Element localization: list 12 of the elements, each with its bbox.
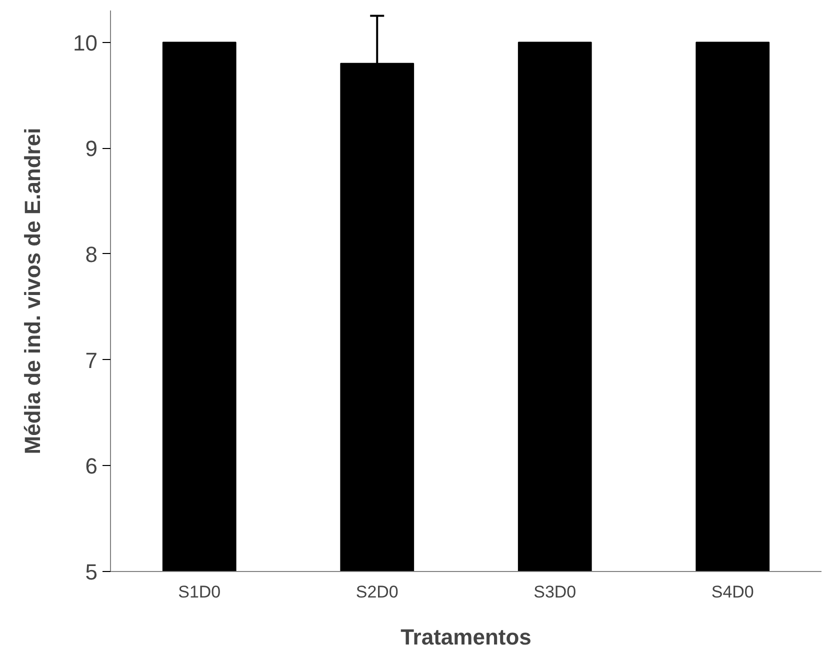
y-axis-title: Média de ind. vivos de E.andrei <box>20 128 46 454</box>
x-tick-label: S1D0 <box>178 582 221 602</box>
y-tick-label: 10 <box>73 30 98 56</box>
x-tick-label: S4D0 <box>711 582 754 602</box>
y-tick-label: 8 <box>85 242 98 267</box>
y-tick-label: 7 <box>85 348 98 373</box>
x-tick-label: S2D0 <box>356 582 398 602</box>
y-tick-label: 9 <box>85 136 98 162</box>
y-tick-label: 5 <box>85 560 98 584</box>
y-tick-label: 6 <box>85 454 98 479</box>
x-axis-title: Tratamentos <box>400 624 532 650</box>
x-tick-label: S3D0 <box>534 582 576 602</box>
